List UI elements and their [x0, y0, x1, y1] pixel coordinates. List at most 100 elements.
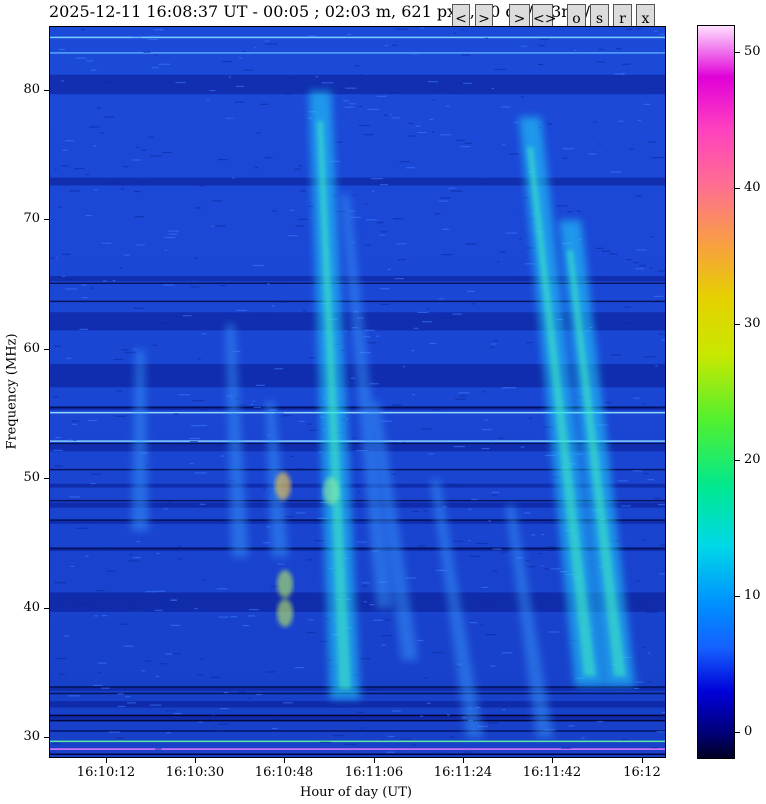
noise-speck [302, 691, 307, 694]
noise-speck [104, 116, 114, 118]
noise-speck [145, 591, 157, 593]
noise-speck [254, 167, 258, 169]
noise-speck [637, 119, 642, 121]
noise-speck [369, 383, 379, 385]
noise-speck [93, 145, 97, 147]
noise-speck [408, 135, 416, 137]
noise-speck [453, 32, 456, 34]
noise-speck [561, 747, 571, 749]
noise-speck [199, 185, 205, 187]
noise-speck [367, 342, 376, 344]
noise-speck [148, 136, 154, 138]
noise-speck [447, 714, 450, 716]
noise-speck [521, 45, 528, 47]
noise-speck [647, 479, 655, 481]
noise-speck [85, 214, 92, 217]
rfi-band [50, 592, 665, 612]
noise-speck [55, 437, 61, 439]
noise-speck [538, 44, 546, 47]
noise-speck [282, 415, 291, 417]
noise-speck [541, 565, 544, 567]
noise-speck [58, 206, 62, 208]
noise-speck [189, 440, 198, 443]
noise-speck [429, 342, 437, 345]
noise-speck [123, 645, 134, 647]
noise-speck [121, 349, 129, 351]
noise-speck [76, 603, 89, 605]
noise-speck [395, 28, 408, 30]
noise-speck [650, 87, 661, 89]
noise-speck [488, 520, 491, 522]
noise-speck [190, 286, 200, 288]
noise-speck [476, 542, 488, 545]
noise-speck [411, 394, 416, 396]
noise-speck [88, 419, 98, 422]
noise-speck [601, 250, 611, 252]
noise-speck [464, 142, 473, 144]
noise-speck [491, 343, 497, 345]
rfi-line [50, 36, 665, 39]
noise-speck [307, 423, 312, 425]
noise-speck [202, 380, 206, 382]
noise-speck [152, 67, 159, 69]
noise-speck [364, 203, 368, 205]
noise-speck [308, 205, 315, 208]
noise-speck [639, 264, 646, 267]
noise-speck [89, 126, 100, 128]
noise-speck [388, 92, 397, 94]
y-tick-label: 50 [23, 470, 40, 486]
noise-speck [651, 157, 655, 159]
noise-speck [81, 28, 85, 31]
noise-speck [491, 87, 495, 90]
noise-speck [629, 148, 634, 150]
noise-speck [74, 168, 85, 170]
noise-speck [432, 99, 436, 101]
noise-speck [480, 624, 484, 626]
noise-speck [250, 372, 254, 374]
y-tick-mark [44, 737, 49, 738]
noise-speck [399, 161, 410, 163]
noise-speck [230, 616, 238, 618]
noise-speck [58, 673, 66, 675]
noise-speck [543, 426, 555, 428]
noise-speck [50, 383, 57, 385]
noise-speck [71, 423, 78, 425]
noise-speck [432, 408, 443, 411]
noise-speck [123, 166, 129, 168]
noise-speck [626, 28, 633, 30]
noise-speck [192, 399, 205, 402]
noise-speck [577, 210, 581, 212]
noise-speck [620, 322, 631, 324]
noise-speck [54, 465, 63, 467]
noise-speck [558, 596, 561, 598]
spectrogram-plot[interactable] [49, 26, 666, 758]
colorbar-tick-label: 0 [744, 723, 753, 739]
noise-speck [177, 545, 182, 547]
noise-speck [632, 470, 643, 472]
noise-speck [235, 404, 246, 406]
noise-speck [202, 579, 206, 581]
noise-speck [361, 582, 370, 584]
noise-speck [484, 419, 488, 421]
noise-speck [383, 114, 393, 116]
noise-speck [206, 374, 210, 376]
noise-speck [649, 236, 654, 238]
noise-speck [348, 103, 356, 105]
noise-speck [411, 349, 415, 352]
noise-speck [101, 687, 110, 689]
x-tick-label: 16:11:06 [344, 765, 404, 780]
noise-speck [386, 751, 395, 753]
noise-speck [598, 367, 605, 369]
noise-speck [615, 48, 622, 50]
noise-speck [265, 43, 278, 45]
noise-speck [385, 619, 392, 621]
noise-speck [366, 219, 377, 221]
noise-speck [391, 117, 400, 119]
noise-speck [121, 623, 129, 625]
noise-speck [262, 488, 266, 490]
noise-speck [201, 333, 207, 335]
y-tick-label: 60 [23, 340, 40, 356]
y-tick-mark [44, 607, 49, 609]
x-tick-mark [552, 758, 553, 763]
noise-speck [434, 213, 441, 215]
